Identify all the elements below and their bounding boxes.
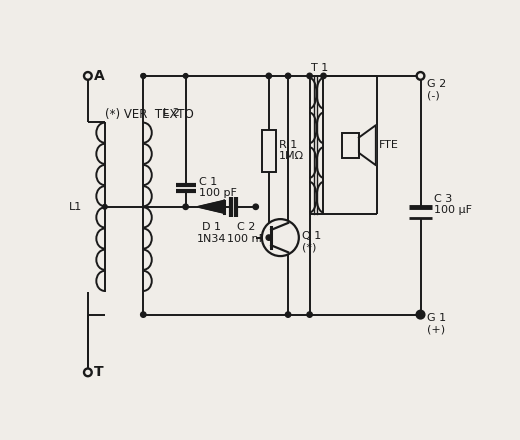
Circle shape <box>102 205 107 209</box>
Text: Q 1
(*): Q 1 (*) <box>302 231 321 252</box>
Text: L1: L1 <box>69 202 82 212</box>
Text: R 1
1MΩ: R 1 1MΩ <box>279 140 304 161</box>
Polygon shape <box>359 125 376 165</box>
Circle shape <box>417 311 424 319</box>
Circle shape <box>321 73 326 79</box>
Circle shape <box>84 72 92 80</box>
Circle shape <box>141 73 146 78</box>
Text: G 2
(-): G 2 (-) <box>427 79 446 101</box>
Bar <box>262 130 276 172</box>
Text: G 1
(+): G 1 (+) <box>427 313 446 335</box>
Text: C 2
100 nF: C 2 100 nF <box>227 222 265 244</box>
Circle shape <box>307 312 313 317</box>
Polygon shape <box>198 201 224 213</box>
Text: T 1: T 1 <box>311 63 329 73</box>
Circle shape <box>418 312 423 317</box>
Circle shape <box>285 312 291 317</box>
Text: (*) VER  TEXTO: (*) VER TEXTO <box>105 108 193 121</box>
Circle shape <box>417 72 424 80</box>
Text: D 1
1N34: D 1 1N34 <box>197 222 227 244</box>
Text: A: A <box>94 69 105 83</box>
Circle shape <box>253 204 258 209</box>
Text: C 1
100 pF: C 1 100 pF <box>199 177 237 198</box>
Circle shape <box>307 73 313 79</box>
Circle shape <box>141 73 146 78</box>
Circle shape <box>285 73 291 79</box>
Text: FTE: FTE <box>379 140 399 150</box>
Circle shape <box>266 73 271 79</box>
Circle shape <box>266 235 271 240</box>
Bar <box>342 133 359 158</box>
Circle shape <box>184 73 188 78</box>
Circle shape <box>262 219 299 256</box>
Text: L 2: L 2 <box>163 108 179 118</box>
Circle shape <box>183 204 188 209</box>
Text: C 3
100 μF: C 3 100 μF <box>434 194 472 215</box>
Circle shape <box>140 312 146 317</box>
Text: T: T <box>94 365 103 379</box>
Circle shape <box>84 369 92 376</box>
